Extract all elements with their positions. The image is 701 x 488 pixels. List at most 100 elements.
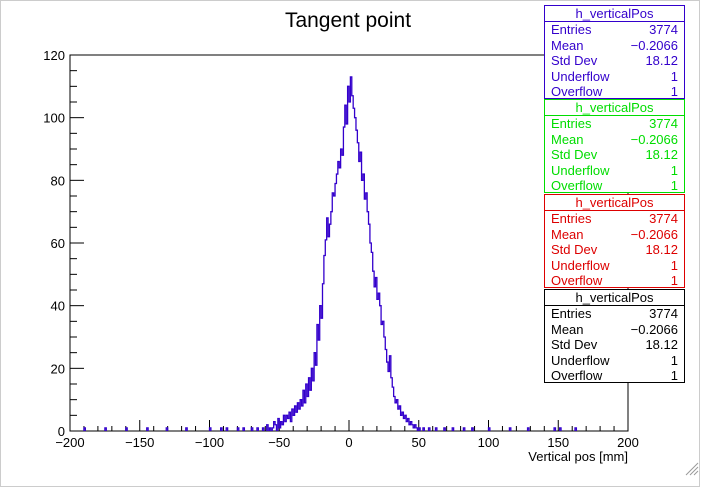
histogram-bin xyxy=(316,365,317,431)
x-tick-label: 200 xyxy=(617,435,639,450)
y-tick-label: 120 xyxy=(43,48,65,63)
histogram-bin xyxy=(377,299,378,431)
histogram-bin xyxy=(331,212,332,431)
stats-value: 1 xyxy=(670,273,678,288)
histogram-bin xyxy=(320,306,321,431)
histogram-bin xyxy=(275,425,276,431)
y-tick-label: 0 xyxy=(58,424,65,439)
stats-value: −0.2066 xyxy=(630,131,678,147)
x-axis-label: Vertical pos [mm] xyxy=(528,449,628,464)
histogram-bin xyxy=(342,155,343,431)
histogram-bin xyxy=(362,180,363,431)
stats-label: Underflow xyxy=(551,352,610,368)
histogram-bin xyxy=(412,425,413,431)
stats-value: 1 xyxy=(670,257,678,273)
histogram-bin xyxy=(341,149,342,431)
histogram-bin xyxy=(396,400,397,431)
stats-box[interactable]: h_verticalPos Entries 3774 Mean −0.2066 Std D… xyxy=(544,5,685,99)
histogram-bin xyxy=(392,387,393,431)
histogram-bin xyxy=(288,418,289,431)
stats-box[interactable]: h_verticalPos Entries 3774 Mean −0.2066 Std D… xyxy=(544,289,685,383)
stats-value: −0.2066 xyxy=(630,226,678,242)
histogram-bin xyxy=(311,368,312,431)
histogram-bin xyxy=(554,428,555,431)
histogram-bin xyxy=(299,409,300,431)
histogram-bin xyxy=(297,403,298,431)
histogram-bin xyxy=(300,400,301,431)
histogram-bin xyxy=(329,224,330,431)
histogram-bin xyxy=(251,428,252,431)
stats-box[interactable]: h_verticalPos Entries 3774 Mean −0.2066 Std D… xyxy=(544,99,685,193)
x-tick-label: 150 xyxy=(547,435,569,450)
histogram-bin xyxy=(324,256,325,431)
y-tick-label: 20 xyxy=(51,361,65,376)
stats-label: Mean xyxy=(551,321,584,337)
histogram-bin xyxy=(303,390,304,431)
histogram-bin xyxy=(403,418,404,431)
histogram-bin xyxy=(444,428,445,431)
histogram-bin xyxy=(307,397,308,431)
stats-row: Mean −0.2066 xyxy=(545,38,684,54)
x-tick-label: 50 xyxy=(412,435,426,450)
histogram-bin xyxy=(84,428,85,431)
histogram-bin xyxy=(332,193,333,431)
histogram-bin xyxy=(349,102,350,431)
histogram-bin xyxy=(327,218,328,431)
stats-value: 18.12 xyxy=(645,242,678,257)
histogram-bin xyxy=(378,293,379,431)
stats-value: −0.2066 xyxy=(630,37,678,53)
histogram-bin xyxy=(382,321,383,431)
histogram-bin xyxy=(286,415,287,431)
x-tick-label: −100 xyxy=(195,435,224,450)
stats-row: Entries 3774 xyxy=(545,306,684,322)
stats-box[interactable]: h_verticalPos Entries 3774 Mean −0.2066 Std D… xyxy=(544,194,685,288)
histogram-bin xyxy=(360,152,361,431)
histogram-bin xyxy=(435,428,436,431)
histogram-bin xyxy=(369,224,370,431)
histogram-bin xyxy=(186,428,187,431)
stats-box-title: h_verticalPos xyxy=(545,6,684,22)
histogram-bin xyxy=(409,425,410,431)
y-tick-label: 60 xyxy=(51,236,65,251)
histogram-bin xyxy=(166,428,167,431)
histogram-bin xyxy=(489,428,490,431)
stats-row: Overflow 1 xyxy=(545,178,684,194)
stats-label: Std Dev xyxy=(551,242,598,257)
stats-label: Overflow xyxy=(551,273,603,288)
histogram-bin xyxy=(405,415,406,431)
stats-label: Mean xyxy=(551,37,584,53)
histogram-bin xyxy=(338,162,339,431)
stats-label: Entries xyxy=(551,116,592,131)
histogram-bin xyxy=(366,193,367,431)
stats-value: −0.2066 xyxy=(630,321,678,337)
histogram-bin xyxy=(376,277,377,431)
histogram-bin xyxy=(395,403,396,431)
stats-label: Mean xyxy=(551,131,584,147)
stats-row: Underflow 1 xyxy=(545,353,684,369)
histogram-bin xyxy=(560,428,561,431)
resize-grip-icon[interactable] xyxy=(685,462,699,476)
stats-row: Std Dev 18.12 xyxy=(545,337,684,353)
histogram-bin xyxy=(302,406,303,431)
histogram-bin xyxy=(452,428,453,431)
stats-value: 1 xyxy=(670,352,678,368)
stats-value: 1 xyxy=(670,84,678,99)
stats-label: Entries xyxy=(551,211,592,226)
stats-row: Entries 3774 xyxy=(545,211,684,227)
histogram-bin xyxy=(357,143,358,431)
stats-row: Overflow 1 xyxy=(545,84,684,100)
histogram-bin xyxy=(387,362,388,431)
histogram-bin xyxy=(306,384,307,431)
stats-value: 3774 xyxy=(649,116,678,131)
histogram-bin xyxy=(226,428,227,431)
histogram-bin xyxy=(348,86,349,431)
histogram-bin xyxy=(290,422,291,431)
histogram-bin xyxy=(263,428,264,431)
stats-row: Mean −0.2066 xyxy=(545,322,684,338)
y-tick-label: 80 xyxy=(51,173,65,188)
histogram-bin xyxy=(394,397,395,431)
histogram-bin xyxy=(304,403,305,431)
stats-label: Std Dev xyxy=(551,147,598,162)
histogram-bin xyxy=(345,105,346,431)
histogram-bin xyxy=(509,428,510,431)
